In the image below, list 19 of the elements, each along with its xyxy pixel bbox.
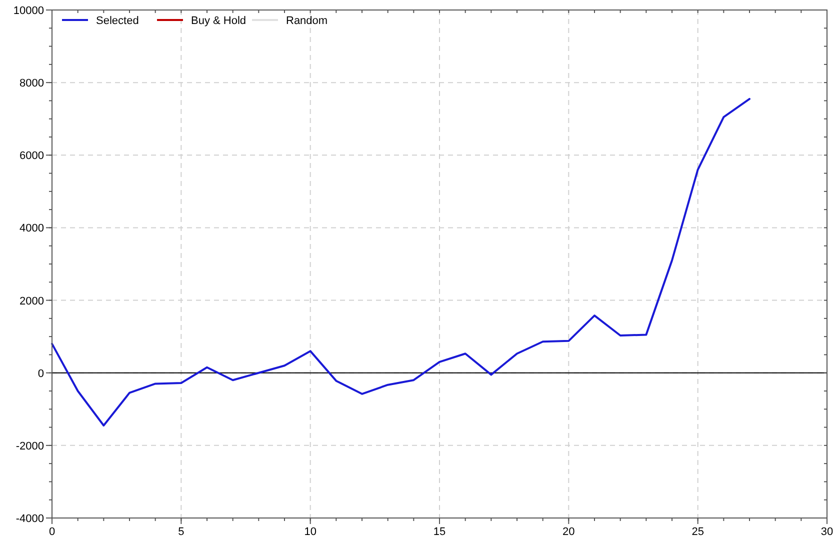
x-tick-label: 10	[304, 526, 316, 538]
x-tick-label: 20	[562, 526, 575, 538]
x-tick-label: 5	[178, 526, 184, 538]
y-tick-label: 6000	[20, 150, 44, 162]
y-tick-label: -2000	[16, 440, 44, 452]
y-tick-label: 0	[38, 368, 44, 380]
line-series	[51, 98, 750, 426]
legend-label: Selected	[96, 15, 139, 27]
legend-label: Buy & Hold	[191, 15, 246, 27]
y-tick-label: 8000	[20, 78, 44, 90]
x-tick-label: 15	[433, 526, 446, 538]
y-tick-label: -4000	[16, 513, 44, 525]
legend-label: Random	[286, 15, 328, 27]
y-tick-label: 10000	[13, 5, 44, 17]
x-tick-label: 25	[692, 526, 704, 538]
y-tick-label: 4000	[20, 222, 44, 235]
y-tick-label: 2000	[20, 295, 44, 308]
x-tick-label: 30	[820, 526, 834, 538]
x-tick-label: 0	[48, 526, 56, 538]
